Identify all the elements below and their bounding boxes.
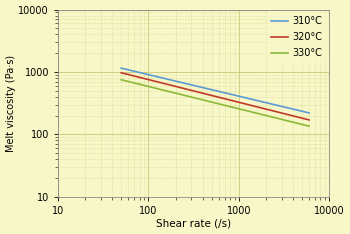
310°C xyxy=(289,107,294,110)
310°C xyxy=(278,104,282,107)
330°C xyxy=(307,125,311,128)
310°C xyxy=(234,94,238,97)
Line: 320°C: 320°C xyxy=(121,73,309,120)
330°C xyxy=(120,78,124,81)
310°C xyxy=(231,93,235,96)
330°C xyxy=(230,106,235,109)
X-axis label: Shear rate (/s): Shear rate (/s) xyxy=(156,219,231,228)
310°C xyxy=(307,112,311,114)
330°C xyxy=(289,121,294,123)
320°C xyxy=(234,100,238,103)
Y-axis label: Melt viscosity (Pa·s): Melt viscosity (Pa·s) xyxy=(6,55,15,152)
Legend: 310°C, 320°C, 330°C: 310°C, 320°C, 330°C xyxy=(267,12,326,62)
320°C xyxy=(278,111,282,114)
320°C xyxy=(119,71,123,74)
320°C xyxy=(231,99,235,102)
330°C xyxy=(231,106,235,109)
330°C xyxy=(119,78,123,81)
Line: 310°C: 310°C xyxy=(121,68,309,113)
320°C xyxy=(120,72,124,74)
320°C xyxy=(307,118,311,121)
Line: 330°C: 330°C xyxy=(121,80,309,126)
320°C xyxy=(230,99,235,102)
310°C xyxy=(230,93,235,96)
310°C xyxy=(119,67,123,69)
330°C xyxy=(278,117,282,120)
320°C xyxy=(289,114,294,117)
310°C xyxy=(120,67,124,70)
330°C xyxy=(234,107,238,110)
